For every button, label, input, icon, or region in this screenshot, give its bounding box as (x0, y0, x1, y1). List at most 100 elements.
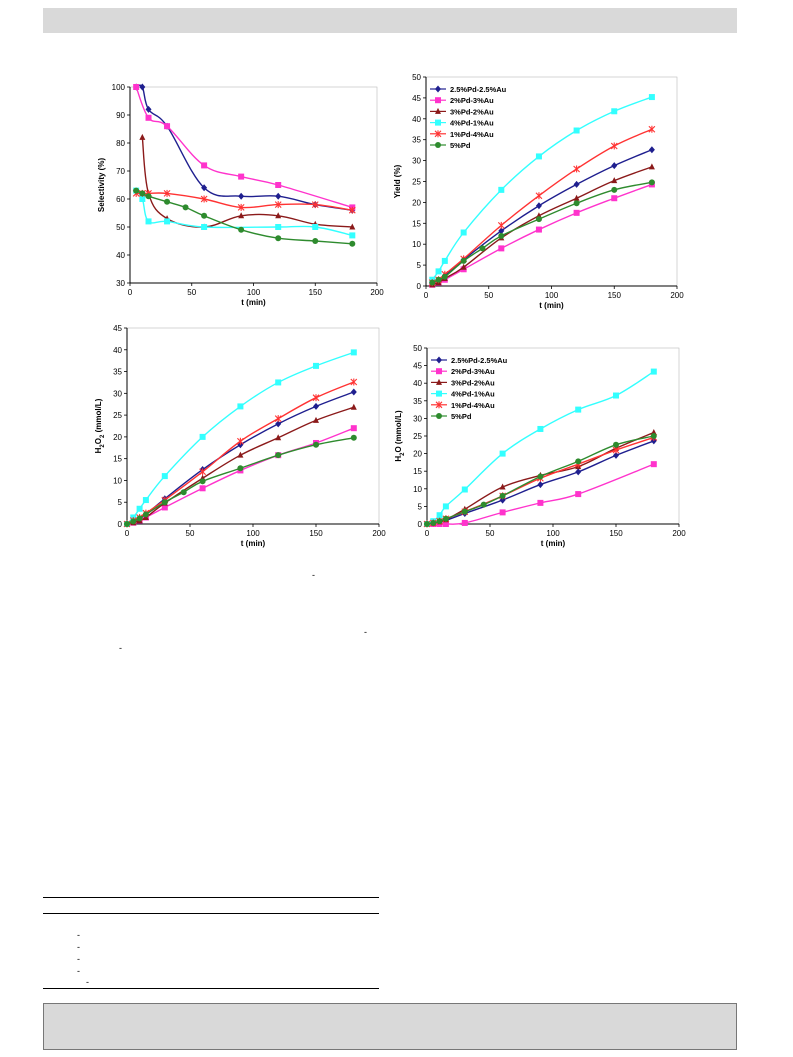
dash-mark: - (77, 954, 80, 964)
data-point-4-pd-1-au (441, 257, 448, 264)
data-point-5-pd (350, 434, 357, 441)
legend-label: 5%Pd (451, 412, 472, 421)
data-point-4-pd-1-au (139, 196, 146, 202)
series-4-pd-1-au (124, 349, 357, 527)
data-point-2-pd-3-au (201, 162, 208, 169)
data-point-2-5-pd-2-5-au (350, 388, 357, 396)
data-point-1-pd-4-au (312, 394, 320, 402)
y-tick-label: 0 (118, 520, 123, 529)
legend-label: 1%Pd-4%Au (450, 130, 494, 139)
y-tick-label: 10 (113, 476, 122, 485)
data-point-5-pd (145, 193, 152, 200)
series-2-pd-3-au (133, 84, 356, 211)
data-point-5-pd (424, 521, 430, 527)
x-tick-label: 50 (186, 529, 195, 538)
data-point-2-5-pd-2-5-au (611, 162, 618, 170)
data-point-2-5-pd-2-5-au (275, 192, 282, 200)
data-point-5-pd (313, 441, 319, 448)
data-point-4-pd-1-au (435, 268, 442, 275)
h2o2-chart: 0 5 10 15 20 25 30 35 40 45 0 50 100 150 200 t (min) H2O… (90, 322, 390, 562)
y-tick-label: 30 (116, 279, 125, 288)
series-line-2-pd-3-au (135, 86, 353, 209)
y-tick-label: 100 (112, 83, 126, 92)
data-point-5-pd (535, 216, 542, 223)
legend-label: 4%Pd-1%Au (451, 390, 495, 399)
x-tick-label: 150 (309, 529, 323, 538)
x-axis-title: t (min) (541, 539, 566, 548)
x-tick-label: 0 (424, 291, 429, 300)
data-point-5-pd (139, 190, 146, 197)
x-tick-label: 50 (486, 529, 495, 538)
data-point-3-pd-2-au (573, 194, 580, 201)
x-axis-title: t (min) (241, 539, 266, 548)
x-tick-label: 50 (187, 288, 196, 297)
y-tick-label: 35 (113, 368, 122, 377)
data-point-4-pd-1-au (145, 218, 152, 225)
series-line-1-pd-4-au (126, 381, 355, 525)
data-point-5-pd (312, 238, 319, 244)
data-point-5-pd (537, 473, 544, 480)
data-point-5-pd (480, 501, 487, 508)
data-point-2-5-pd-2-5-au (145, 105, 152, 113)
series-3-pd-2-au (124, 403, 357, 527)
data-point-4-pd-1-au (164, 218, 171, 225)
data-point-1-pd-4-au (237, 203, 245, 211)
data-point-1-pd-4-au (274, 415, 282, 423)
data-point-2-5-pd-2-5-au (535, 202, 542, 210)
chart-svg-yield: 0 5 10 15 20 25 30 35 40 45 50 0 50 100 150 200 t (min) Y… (393, 73, 684, 310)
data-point-5-pd (161, 499, 168, 506)
data-point-2-pd-3-au (164, 123, 171, 130)
data-point-2-pd-3-au (575, 491, 582, 498)
series-line-3-pd-2-au (141, 137, 353, 228)
data-point-3-pd-2-au (139, 133, 146, 140)
data-point-5-pd (441, 273, 448, 280)
data-point-4-pd-1-au (498, 186, 505, 193)
data-point-1-pd-4-au (274, 201, 282, 209)
data-point-1-pd-4-au (200, 195, 208, 203)
legend-marker (434, 130, 442, 138)
data-point-5-pd (573, 200, 580, 207)
y-tick-label: 40 (113, 346, 122, 355)
x-tick-label: 150 (608, 291, 622, 300)
x-tick-label: 0 (125, 529, 130, 538)
data-point-2-pd-3-au (442, 521, 449, 527)
y-tick-label: 20 (113, 433, 122, 442)
chart-svg-h2o2: 0 5 10 15 20 25 30 35 40 45 0 50 100 150 200 t (min) H2O… (94, 324, 386, 548)
y-axis-title: H2O (mmol/L) (394, 410, 406, 462)
y-axis-title: Selectivity (%) (97, 158, 106, 213)
data-point-2-pd-3-au (161, 504, 168, 511)
yield-chart: 0 5 10 15 20 25 30 35 40 45 50 0 50 100 150 200 t (min) Y… (392, 72, 692, 312)
y-tick-label: 15 (412, 219, 421, 228)
series-5-pd (133, 187, 356, 247)
y-tick-label: 10 (413, 485, 422, 494)
y-tick-label: 25 (113, 411, 122, 420)
x-tick-label: 200 (372, 529, 386, 538)
y-tick-label: 0 (418, 520, 423, 529)
y-tick-label: 45 (413, 362, 422, 371)
data-point-5-pd (461, 508, 468, 515)
data-point-5-pd (124, 521, 130, 527)
data-point-5-pd (650, 433, 657, 439)
data-point-4-pd-1-au (350, 349, 357, 356)
data-point-5-pd (575, 458, 582, 465)
legend-marker (436, 356, 442, 364)
data-point-1-pd-4-au (573, 165, 580, 173)
data-point-5-pd (237, 465, 244, 472)
data-point-4-pd-1-au (275, 224, 282, 230)
legend-marker (435, 142, 441, 148)
y-tick-label: 30 (113, 389, 122, 398)
y-tick-label: 10 (412, 240, 421, 249)
legend-marker (435, 401, 443, 409)
data-point-5-pd (429, 279, 436, 286)
data-point-5-pd (613, 441, 619, 448)
y-tick-label: 5 (418, 502, 423, 511)
data-point-5-pd (182, 204, 189, 211)
y-tick-label: 5 (118, 498, 123, 507)
h2o-chart: 0 5 10 15 20 25 30 35 40 45 50 0 50 100 150 200 t (min) H… (392, 338, 692, 578)
legend-label: 2%Pd-3%Au (451, 367, 495, 376)
data-point-3-pd-2-au (350, 403, 357, 410)
series-4-pd-1-au (429, 94, 655, 283)
data-point-2-pd-3-au (145, 114, 152, 121)
data-point-5-pd (275, 235, 282, 242)
dash-mark: - (77, 942, 80, 952)
